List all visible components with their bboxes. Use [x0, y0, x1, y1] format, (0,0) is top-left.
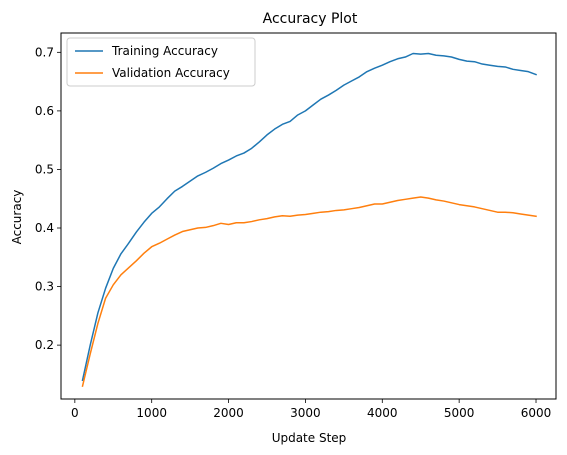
y-tick-label: 0.7 — [35, 45, 54, 59]
y-tick-label: 0.4 — [35, 221, 54, 235]
x-tick-label: 4000 — [367, 406, 398, 420]
y-tick-label: 0.5 — [35, 162, 54, 176]
y-tick-label: 0.2 — [35, 338, 54, 352]
plot-area — [81, 52, 537, 388]
x-axis-label: Update Step — [272, 431, 347, 445]
x-tick-label: 6000 — [521, 406, 552, 420]
y-tick-label: 0.6 — [35, 104, 54, 118]
x-tick-label: 5000 — [444, 406, 475, 420]
y-tick-label: 0.3 — [35, 280, 54, 294]
x-tick-label: 1000 — [136, 406, 167, 420]
x-tick-label: 3000 — [290, 406, 321, 420]
legend-box — [66, 37, 256, 87]
x-tick-label: 0 — [71, 406, 79, 420]
y-axis: 0.2 0.3 0.4 0.5 0.6 0.7 — [35, 45, 61, 352]
series-line-training-accuracy — [81, 52, 537, 382]
x-tick-label: 2000 — [213, 406, 244, 420]
series-line-validation-accuracy — [81, 196, 537, 388]
plot-frame — [60, 32, 557, 400]
legend-label-training-accuracy: Training Accuracy — [111, 44, 218, 58]
legend: Training Accuracy Validation Accuracy — [66, 37, 256, 87]
x-axis: 0 1000 2000 3000 4000 5000 6000 — [71, 399, 551, 420]
chart-title: Accuracy Plot — [263, 11, 358, 27]
y-axis-label: Accuracy — [10, 190, 24, 245]
legend-label-validation-accuracy: Validation Accuracy — [112, 66, 230, 80]
